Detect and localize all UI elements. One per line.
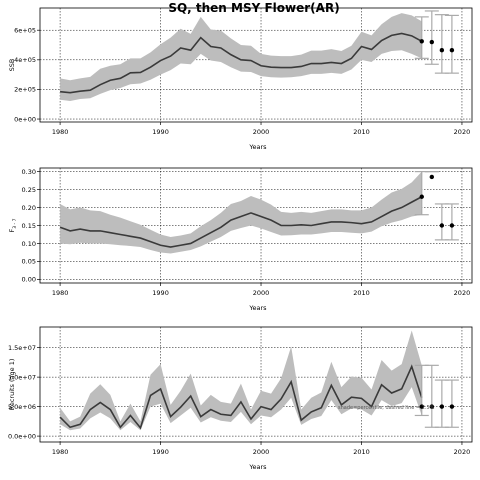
confidence-band xyxy=(60,330,422,431)
plot-annotation: shade=percentile, dashed line = 2.5% xyxy=(338,405,435,411)
plot-frame xyxy=(39,326,473,443)
plot-frame xyxy=(39,7,473,123)
confidence-band xyxy=(60,171,422,254)
y-tick-label: 1.0e+07 xyxy=(8,373,36,381)
x-tick-label: 2000 xyxy=(253,448,270,456)
x-tick-label: 2000 xyxy=(253,128,270,136)
projection-point xyxy=(449,404,455,409)
x-tick-label: 2020 xyxy=(454,128,471,136)
y-axis-label-main: SSB xyxy=(8,59,16,72)
x-tick-label: 1980 xyxy=(52,289,69,297)
x-tick-label: 2010 xyxy=(353,448,370,456)
y-axis-label-subscript: 3 - 7 xyxy=(12,218,18,228)
projection-point xyxy=(439,47,445,53)
x-tick-label: 1990 xyxy=(152,128,169,136)
x-tick-label: 2000 xyxy=(253,289,270,297)
y-tick-label: 0.30 xyxy=(22,168,36,176)
y-tick-label: 0.05 xyxy=(22,258,36,266)
y-tick-label: 0.20 xyxy=(22,204,36,212)
projection-point xyxy=(429,174,435,180)
y-axis-label: F3 - 7 xyxy=(8,218,18,232)
f-panel: 1980 1990 2000 2010 2020 0.00 0.05 0.10 0.15 0.20… xyxy=(8,167,473,312)
x-tick-label: 1990 xyxy=(152,289,169,297)
median-line xyxy=(59,196,423,248)
projection-point xyxy=(449,223,455,228)
x-tick-label: 1980 xyxy=(52,448,69,456)
x-axis-label: Years xyxy=(248,143,267,151)
projection-point xyxy=(429,39,435,45)
y-tick-label: 6e+05 xyxy=(14,27,36,35)
y-tick-label: 4e+05 xyxy=(14,56,36,64)
y-tick-label: 0.10 xyxy=(22,240,36,248)
x-tick-label: 2020 xyxy=(454,448,471,456)
y-tick-label: 0.25 xyxy=(22,186,36,194)
y-axis-label: SSB xyxy=(8,59,16,72)
y-tick-label: 0.0e+00 xyxy=(8,432,36,440)
projection-point xyxy=(419,404,424,409)
ssb-panel: 1980 1990 2000 2010 2020 0e+00 2e+05 4e+05 6e+05… xyxy=(8,7,473,151)
x-tick-label: 2020 xyxy=(454,289,471,297)
projection-point xyxy=(419,39,424,44)
y-tick-label: 0.00 xyxy=(22,276,36,284)
x-tick-label: 1980 xyxy=(52,128,69,136)
confidence-band xyxy=(60,13,422,101)
y-tick-label: 2e+05 xyxy=(14,86,36,94)
median-line xyxy=(60,32,423,94)
y-tick-label: 0e+00 xyxy=(14,115,36,123)
projection-point xyxy=(449,47,455,53)
y-axis-label-main: Recruits (age 1) xyxy=(8,359,16,411)
projection-point xyxy=(429,404,435,409)
y-tick-label: 1.5e+07 xyxy=(8,344,36,352)
y-tick-label: 0.15 xyxy=(22,222,36,230)
x-axis-label: Years xyxy=(248,304,267,312)
recruitment-panel: 1980 1990 2000 2010 2020 0.0e+00 5.0e+06 1.0e+0… xyxy=(8,326,473,471)
projection-point xyxy=(439,223,445,228)
x-axis-label: Years xyxy=(248,463,267,471)
x-tick-label: 1990 xyxy=(152,448,169,456)
projection-point xyxy=(439,404,445,409)
y-axis-label-main: F xyxy=(8,228,16,232)
y-tick-label: 5.0e+06 xyxy=(8,403,36,411)
median-line xyxy=(59,364,423,430)
projection-point xyxy=(419,194,424,199)
x-tick-label: 2010 xyxy=(353,289,370,297)
x-tick-label: 2010 xyxy=(353,128,370,136)
y-axis-label: Recruits (age 1) xyxy=(8,359,16,411)
